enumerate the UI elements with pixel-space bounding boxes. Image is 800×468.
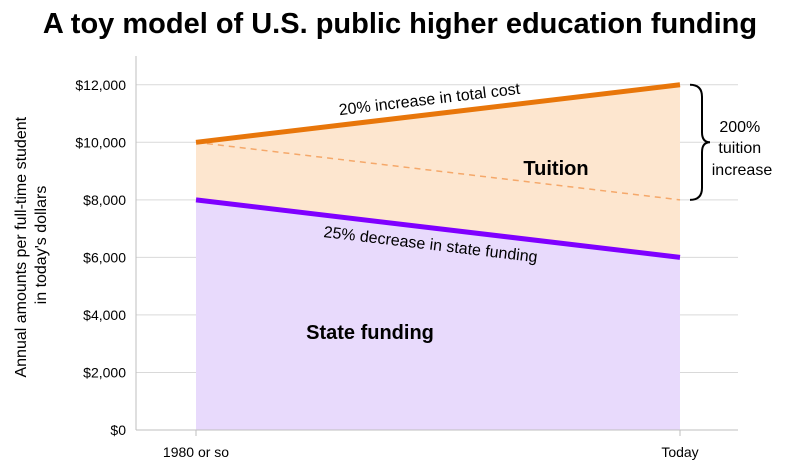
y-axis-label: Annual amounts per full-time student in …	[13, 112, 50, 377]
x-tick-label: Today	[661, 444, 698, 460]
y-tick-label: $12,000	[75, 77, 126, 93]
state-funding-area	[196, 199, 680, 430]
state-funding-line	[195, 197, 681, 260]
y-tick-label: $0	[110, 422, 126, 438]
y-tick-label: $4,000	[83, 307, 126, 323]
y-tick-label: $2,000	[83, 364, 126, 380]
tuition-increase-annotation: 200% tuition increase	[712, 119, 773, 179]
y-tick-label: $10,000	[75, 134, 126, 150]
y-tick-label: $8,000	[83, 192, 126, 208]
series-lines	[195, 82, 681, 260]
y-tick-label: $6,000	[83, 249, 126, 265]
x-tick-labels: 1980 or so Today	[163, 430, 699, 460]
tuition-region-label: Tuition	[523, 158, 588, 180]
area-layer	[196, 84, 680, 430]
axes	[135, 56, 738, 431]
total-cost-line	[195, 82, 681, 145]
tuition-increase-brace	[689, 83, 711, 201]
y-tick-labels: $0 $2,000 $4,000 $6,000 $8,000 $10,000 $12,000	[75, 77, 126, 438]
x-tick-label: 1980 or so	[163, 444, 229, 460]
inflation-reference-dashed-line	[195, 141, 681, 201]
state-funding-region-label: State funding	[306, 322, 434, 344]
chart-title: A toy model of U.S. public higher educat…	[42, 8, 758, 40]
